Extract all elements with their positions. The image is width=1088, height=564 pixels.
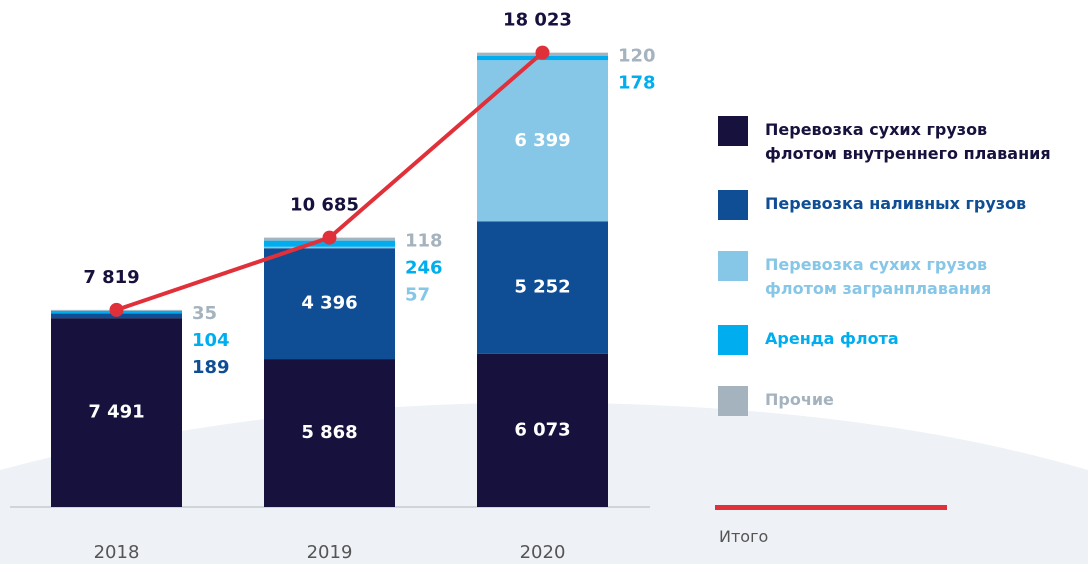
value-label: 118 (405, 231, 443, 252)
legend-item: Перевозка наливных грузов (718, 190, 1088, 250)
bar-segment (477, 60, 608, 222)
value-label: 35 (192, 303, 217, 324)
value-label: 6 073 (514, 419, 570, 440)
legend-line (715, 505, 947, 510)
legend-label: Перевозка сухих грузов флотом внутреннег… (765, 120, 1051, 163)
value-label: 6 399 (514, 130, 570, 151)
value-label: 104 (192, 330, 230, 351)
total-dot (535, 45, 550, 60)
legend-label: Прочие (765, 390, 834, 409)
bar-segment (477, 353, 608, 507)
value-label: 246 (405, 258, 443, 279)
total-label: 18 023 (503, 10, 572, 31)
total-label: 10 685 (290, 195, 359, 216)
x-tick-label: 2020 (520, 542, 566, 563)
value-label: 5 252 (514, 277, 570, 298)
value-label: 4 396 (301, 293, 357, 314)
legend-swatch (718, 325, 748, 355)
legend-item: Аренда флота (718, 325, 1088, 385)
value-label: 5 868 (301, 422, 357, 443)
legend-item: Перевозка сухих грузов флотом загранплав… (718, 251, 1088, 311)
legend-label: Перевозка наливных грузов (765, 194, 1027, 213)
x-tick-label: 2019 (307, 542, 353, 563)
legend-label: Перевозка сухих грузов флотом загранплав… (765, 255, 992, 298)
bar-segment (51, 318, 182, 507)
value-label: 7 491 (88, 402, 144, 423)
legend-label: Аренда флота (765, 329, 899, 348)
legend-item: Итого (715, 505, 1015, 555)
legend-item: Перевозка сухих грузов флотом внутреннег… (718, 116, 1088, 176)
x-tick-label: 2018 (94, 542, 140, 563)
value-label: 120 (618, 46, 656, 67)
total-label: 7 819 (83, 267, 139, 288)
value-label: 57 (405, 285, 430, 306)
value-label: 189 (192, 357, 230, 378)
legend-label: Итого (719, 527, 769, 546)
bar-segment (264, 246, 395, 249)
value-label: 178 (618, 73, 656, 94)
bar-segment (477, 221, 608, 354)
legend-item: Прочие (718, 386, 1088, 446)
bar-segment (264, 248, 395, 360)
legend-swatch (718, 116, 748, 146)
legend-swatch (718, 190, 748, 220)
legend-swatch (718, 386, 748, 416)
bar-segment (264, 359, 395, 507)
total-dot (109, 302, 124, 317)
total-dot (322, 230, 337, 245)
legend-swatch (718, 251, 748, 281)
